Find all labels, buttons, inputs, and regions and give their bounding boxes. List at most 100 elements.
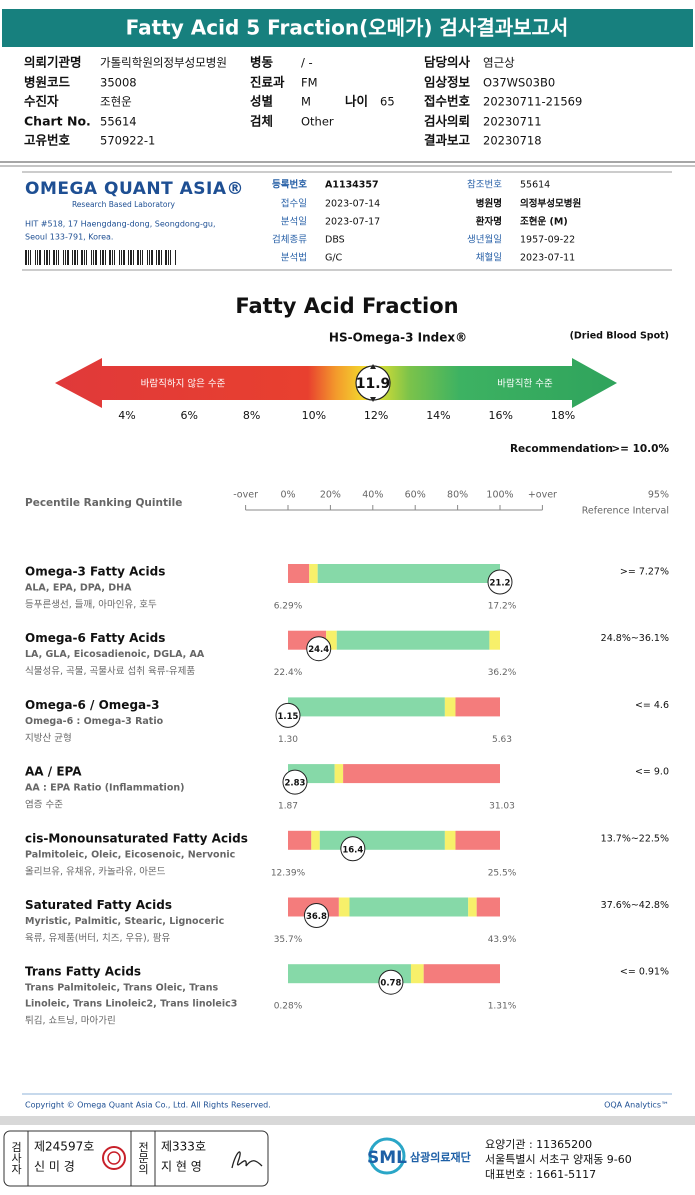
row-components: Omega-6 : Omega-3 Ratio: [25, 716, 164, 727]
barcode-bar: [77, 250, 78, 265]
range-zone: [288, 830, 312, 850]
range-zone: [288, 564, 310, 583]
row-name: Saturated Fatty Acids: [25, 898, 172, 912]
barcode-bar: [151, 250, 153, 265]
barcode-bar: [46, 250, 48, 265]
lab-label: 생년월일: [467, 234, 502, 246]
barcode-bar: [168, 250, 169, 265]
row-name: Omega-6 Fatty Acids: [25, 631, 165, 645]
field-label: 담당의사: [424, 55, 471, 70]
recommendation-value: >= 10.0%: [611, 443, 669, 455]
barcode-bar: [49, 250, 50, 265]
examiner-license: 제24597호: [34, 1140, 94, 1154]
row-name: cis-Monounsaturated Fatty Acids: [25, 831, 248, 845]
lab-address: Seoul 133-791, Korea.: [25, 233, 113, 242]
lab-value: 의정부성모병원: [520, 198, 581, 210]
range-max: 36.2%: [488, 668, 517, 678]
field-value: M: [301, 95, 311, 109]
field-value: 65: [380, 95, 395, 109]
row-components: ALA, EPA, DPA, DHA: [25, 583, 132, 594]
barcode-bar: [86, 250, 87, 265]
reference-header: 95%: [648, 490, 669, 501]
gauge-arrow: [55, 358, 617, 408]
percentile-axis: -over 0% 20% 40% 60% 80% 100% +over: [233, 490, 557, 511]
row-components: AA : EPA Ratio (Inflammation): [25, 783, 184, 794]
org-code: 요양기관 : 11365200: [485, 1138, 592, 1151]
lab-label: 검체종류: [272, 234, 307, 246]
axis-tick-label: 60%: [405, 490, 426, 501]
barcode-bar: [53, 250, 55, 265]
range-zone: [489, 630, 500, 650]
lab-label: 참조번호: [467, 180, 502, 191]
barcode-bar: [130, 250, 132, 265]
row-components: Linoleic, Trans Linoleic2, Trans linolei…: [25, 999, 237, 1010]
result-rows: Omega-3 Fatty Acids ALA, EPA, DPA, DHA 등푸른…: [25, 564, 669, 1027]
range-max: 31.03: [489, 802, 515, 812]
barcode-bar: [30, 250, 31, 265]
gauge-tick-label: 12%: [364, 409, 388, 422]
result-marker: [306, 636, 332, 662]
field-label: Chart No.: [24, 114, 91, 129]
barcode: [25, 250, 176, 265]
lab-label: 채혈일: [476, 252, 502, 264]
result-value: 16.4: [342, 845, 363, 855]
range-max: 1.31%: [488, 1002, 517, 1012]
barcode-bar: [158, 250, 160, 265]
org-logo: SML: [367, 1148, 407, 1168]
footer-band: [0, 1116, 695, 1125]
reference-interval: >= 7.27%: [620, 567, 669, 578]
range-zone: [444, 697, 456, 717]
org-phone: 대표번호 : 1661-5117: [485, 1168, 596, 1181]
lab-info: 등록번호 A1134357 접수일 2023-07-14 분석일 2023-07-17 검체…: [272, 179, 581, 264]
range-zone: [326, 630, 337, 650]
range-zone: [410, 964, 424, 984]
result-value: 21.2: [490, 579, 511, 589]
result-marker: [487, 569, 513, 595]
barcode-bar: [102, 250, 104, 265]
org-logo-ring: [368, 1137, 406, 1175]
row-name: Omega-6 / Omega-3: [25, 698, 159, 712]
range-zone: [468, 897, 477, 917]
barcode-bar: [170, 250, 171, 265]
reference-header: Reference Interval: [582, 506, 669, 517]
result-value: 2.83: [284, 779, 305, 789]
specimen-note: (Dried Blood Spot): [570, 331, 669, 342]
axis-tick-label: -over: [233, 490, 258, 501]
gauge-tick-label: 10%: [302, 409, 326, 422]
analytics-mark: OQA Analytics™: [604, 1101, 669, 1110]
lab-logo-sub: Research Based Laboratory: [72, 200, 176, 209]
range-min: 35.7%: [274, 935, 303, 945]
barcode-bar: [147, 250, 148, 265]
lab-label: 분석법: [281, 253, 307, 264]
range-zone: [336, 630, 490, 650]
reference-interval: <= 4.6: [635, 700, 669, 711]
lab-logo: OMEGA QUANT ASIA®: [25, 179, 244, 199]
chart-title: Fatty Acid Fraction: [235, 294, 458, 318]
field-value: FM: [301, 76, 318, 90]
range-zone: [476, 897, 500, 917]
specialist-license: 제333호: [161, 1140, 206, 1154]
percentile-label: Pecentile Ranking Quintile: [25, 497, 182, 509]
range-max: 25.5%: [488, 868, 517, 878]
field-value: / -: [301, 56, 313, 70]
range-zone: [317, 564, 500, 583]
barcode-bar: [91, 250, 92, 265]
lab-value: A1134357: [325, 180, 379, 191]
lab-value: 2023-07-17: [325, 217, 380, 228]
field-value: 55614: [100, 115, 137, 129]
barcode-bar: [63, 250, 64, 265]
range-zone: [319, 830, 445, 850]
barcode-bar: [39, 250, 41, 265]
gauge-tick-label: 4%: [118, 409, 135, 422]
seal: [102, 1146, 126, 1170]
result-marker: [275, 702, 301, 728]
lab-value: 1957-09-22: [520, 235, 575, 246]
row-components: Palmitoleic, Oleic, Eicosenoic, Nervonic: [25, 849, 235, 860]
field-value: 35008: [100, 76, 137, 90]
row-sources: 올리브유, 유채유, 카놀라유, 아몬드: [25, 866, 166, 877]
range-min: 1.87: [278, 802, 298, 812]
barcode-bar: [81, 250, 83, 265]
row-name: AA / EPA: [25, 765, 82, 779]
